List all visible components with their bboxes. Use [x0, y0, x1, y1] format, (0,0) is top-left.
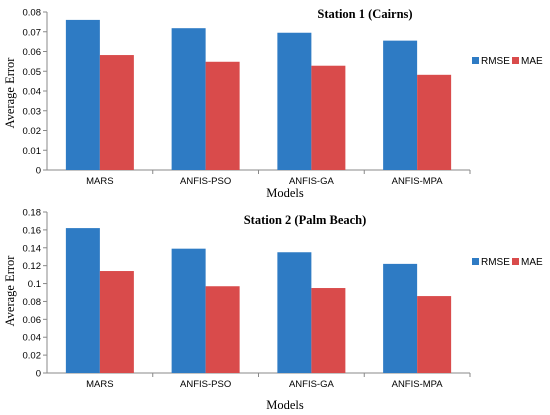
bar-rmse-mars [65, 19, 100, 171]
plot-area: 0 0.02 0.04 0.06 0.08 0.1 0.12 0.14 0.16 0.18 MARS… [23, 208, 544, 391]
bar-rmse-anfis-ga [277, 32, 312, 170]
y-tick-label: 0.01 [23, 146, 42, 157]
y-tick-label: 0.08 [23, 8, 42, 19]
bar-rmse-anfis-mpa [383, 263, 418, 373]
bar-mae-anfis-mpa [417, 296, 452, 373]
y-tick-label: 0.07 [23, 27, 42, 38]
y-tick-label: 0.06 [23, 315, 42, 326]
x-tick-label: ANFIS-MPA [392, 379, 444, 390]
x-tick-label: MARS [86, 176, 113, 187]
x-tick-label: ANFIS-PSO [180, 176, 231, 187]
legend-swatch-rmse [472, 57, 479, 64]
bar-mae-anfis-ga [311, 65, 346, 170]
y-axis-label: Average Error [3, 255, 17, 327]
y-tick-label: 0.04 [23, 87, 42, 98]
y-tick-label: 0.04 [23, 333, 42, 344]
legend-swatch-mae [512, 57, 519, 64]
bar-mae-anfis-mpa [417, 74, 452, 170]
legend-label-rmse: RMSE [481, 257, 510, 268]
legend-label-mae: MAE [521, 56, 543, 67]
x-axis-label: Models [266, 398, 304, 412]
y-tick-label: 0.18 [23, 208, 42, 219]
legend-label-mae: MAE [521, 257, 543, 268]
y-tick-label: 0.02 [23, 351, 42, 362]
bar-mae-anfis-pso [205, 61, 240, 170]
x-tick-label: ANFIS-GA [289, 379, 335, 390]
legend-label-rmse: RMSE [481, 56, 510, 67]
legend-swatch-mae [512, 258, 519, 265]
y-tick-label: 0.06 [23, 47, 42, 58]
bar-rmse-anfis-mpa [383, 40, 418, 171]
chart-station-1: Station 1 (Cairns) Models Average Error … [3, 7, 543, 200]
bar-mae-anfis-ga [311, 288, 346, 373]
bar-mae-anfis-pso [205, 286, 240, 373]
y-tick-label: 0.03 [23, 106, 42, 117]
y-tick-label: 0.12 [23, 261, 42, 272]
bar-mae-mars [99, 271, 134, 373]
y-tick-label: 0 [36, 166, 41, 177]
chart-station-2: Station 2 (Palm Beach) Models Average Er… [3, 208, 543, 413]
bar-mae-mars [99, 55, 134, 170]
y-tick-label: 0.05 [23, 67, 42, 78]
bar-rmse-anfis-ga [277, 252, 312, 373]
x-axis-label: Models [266, 186, 304, 200]
x-tick-label: MARS [86, 379, 113, 390]
x-tick-label: ANFIS-PSO [180, 379, 231, 390]
plot-area: 0 0.01 0.02 0.03 0.04 0.05 0.06 0.07 0.08 MARS ANF… [23, 8, 544, 188]
y-tick-label: 0.08 [23, 297, 42, 308]
bar-rmse-mars [65, 228, 100, 373]
y-axis-label: Average Error [3, 57, 17, 129]
y-tick-label: 0.1 [28, 279, 41, 290]
y-tick-label: 0 [36, 369, 41, 380]
y-tick-label: 0.14 [23, 243, 42, 254]
bar-rmse-anfis-pso [171, 248, 206, 373]
chart-title: Station 1 (Cairns) [317, 7, 412, 21]
legend-swatch-rmse [472, 258, 479, 265]
y-tick-label: 0.16 [23, 225, 42, 236]
x-tick-label: ANFIS-MPA [392, 176, 444, 187]
x-tick-label: ANFIS-GA [289, 176, 335, 187]
y-tick-label: 0.02 [23, 126, 42, 137]
bar-rmse-anfis-pso [171, 28, 206, 170]
chart-title: Station 2 (Palm Beach) [244, 213, 367, 227]
